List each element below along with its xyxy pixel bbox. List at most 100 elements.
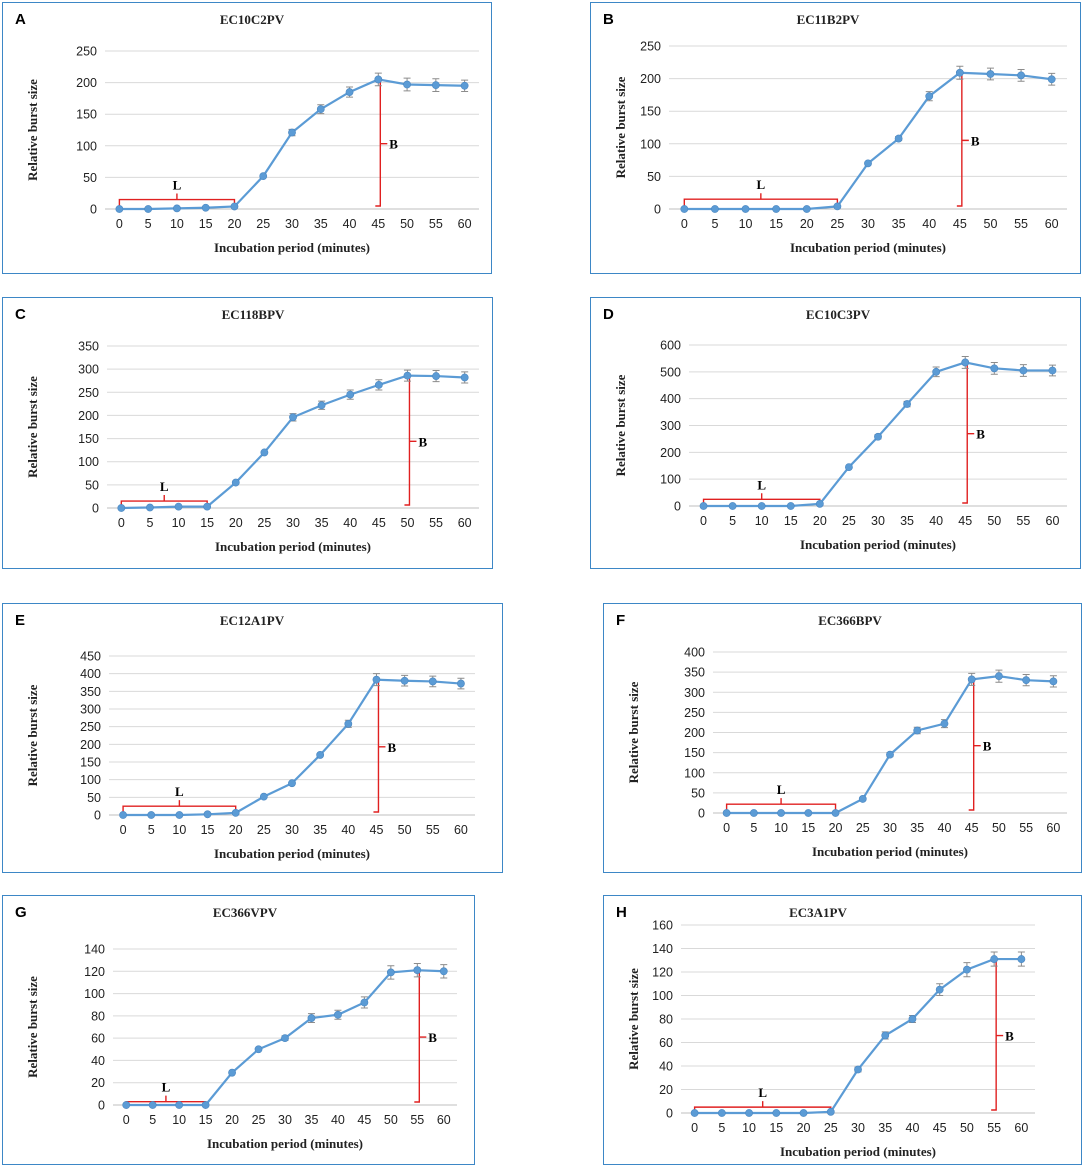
- x-tick-label: 55: [1014, 217, 1028, 231]
- y-tick-label: 250: [76, 45, 97, 59]
- x-tick-label: 15: [769, 217, 783, 231]
- latent-period-bracket: [125, 1095, 207, 1109]
- y-tick-label: 100: [652, 989, 673, 1003]
- burst-label: B: [971, 133, 980, 148]
- x-tick-label: 10: [774, 821, 788, 835]
- x-tick-label: 25: [824, 1121, 838, 1135]
- y-tick-label: 250: [78, 386, 99, 400]
- x-tick-label: 40: [331, 1113, 345, 1127]
- x-tick-label: 50: [384, 1113, 398, 1127]
- burst-size-bracket: [404, 376, 417, 506]
- data-point: [833, 202, 842, 211]
- y-tick-label: 300: [80, 703, 101, 717]
- x-tick-label: 60: [458, 217, 472, 231]
- data-point: [874, 432, 882, 441]
- x-axis-label: Incubation period (minutes): [215, 539, 371, 554]
- x-tick-label: 15: [199, 1113, 213, 1127]
- y-tick-label: 120: [84, 965, 105, 979]
- x-tick-label: 55: [426, 823, 440, 837]
- data-point: [460, 81, 469, 90]
- panel-letter: D: [603, 306, 614, 323]
- y-tick-label: 0: [654, 203, 661, 217]
- y-tick-label: 600: [660, 339, 681, 353]
- x-tick-label: 60: [1046, 821, 1060, 835]
- latent-label: L: [777, 782, 786, 797]
- x-tick-label: 35: [305, 1113, 319, 1127]
- y-tick-label: 150: [76, 108, 97, 122]
- y-tick-label: 250: [640, 40, 661, 54]
- data-point: [231, 478, 240, 487]
- x-tick-label: 25: [842, 514, 856, 528]
- x-tick-label: 35: [892, 217, 906, 231]
- x-tick-label: 50: [992, 821, 1006, 835]
- x-axis-label: Incubation period (minutes): [214, 846, 370, 861]
- data-point: [289, 413, 297, 422]
- y-tick-label: 80: [659, 1013, 673, 1027]
- y-tick-label: 50: [87, 791, 101, 805]
- x-tick-label: 25: [252, 1113, 266, 1127]
- y-tick-label: 40: [91, 1054, 105, 1068]
- x-tick-label: 60: [1046, 514, 1060, 528]
- x-tick-label: 20: [229, 516, 243, 530]
- x-tick-label: 50: [400, 217, 414, 231]
- x-tick-label: 40: [343, 217, 357, 231]
- x-tick-label: 45: [933, 1121, 947, 1135]
- data-point: [230, 202, 239, 211]
- y-tick-label: 500: [660, 365, 681, 379]
- y-tick-label: 400: [660, 392, 681, 406]
- chart-svg: E EC12A1PV 0 50 100 150 200 250 300 350 400 450 0 5 10…: [15, 612, 475, 861]
- x-tick-label: 10: [755, 514, 769, 528]
- data-point: [903, 400, 911, 408]
- y-tick-label: 200: [78, 409, 99, 423]
- chart-svg: C EC118BPV 0 50 100 150 200 250 300 350 0 5 10 15 20 25…: [15, 306, 479, 554]
- data-point: [717, 1109, 726, 1117]
- data-point: [428, 677, 437, 686]
- y-tick-label: 150: [684, 746, 705, 760]
- data-point: [119, 811, 127, 819]
- burst-size-bracket: [375, 80, 388, 207]
- data-point: [749, 809, 758, 817]
- data-point: [1048, 366, 1057, 375]
- x-tick-label: 30: [851, 1121, 865, 1135]
- data-point: [316, 751, 325, 759]
- data-point: [786, 502, 795, 510]
- y-tick-label: 120: [652, 966, 673, 980]
- y-tick-label: 100: [640, 137, 661, 151]
- data-point: [201, 203, 210, 212]
- data-point: [374, 380, 383, 389]
- x-tick-label: 20: [829, 821, 843, 835]
- x-tick-label: 5: [148, 823, 155, 837]
- y-tick-label: 100: [660, 473, 681, 487]
- y-tick-label: 150: [640, 105, 661, 119]
- data-point: [122, 1101, 131, 1109]
- data-point: [231, 808, 240, 817]
- chart-panel-e: E EC12A1PV 0 50 100 150 200 250 300 350 400 450 0 5 10…: [2, 603, 503, 873]
- x-tick-label: 5: [750, 821, 757, 835]
- x-tick-label: 40: [906, 1121, 920, 1135]
- y-tick-label: 50: [647, 170, 661, 184]
- chart-title: EC118BPV: [222, 307, 285, 322]
- x-tick-label: 0: [120, 823, 127, 837]
- x-tick-label: 40: [922, 217, 936, 231]
- panel-letter: B: [603, 11, 614, 28]
- data-point: [711, 205, 719, 213]
- x-tick-label: 25: [257, 516, 271, 530]
- x-tick-label: 0: [123, 1113, 130, 1127]
- panel-letter: A: [15, 11, 26, 28]
- y-tick-label: 100: [84, 987, 105, 1001]
- x-axis-label: Incubation period (minutes): [780, 1144, 936, 1159]
- latent-label: L: [757, 477, 766, 492]
- data-point: [932, 367, 941, 376]
- chart-title: EC366BPV: [818, 613, 882, 628]
- y-tick-label: 40: [659, 1060, 673, 1074]
- burst-size-bracket: [373, 680, 386, 813]
- x-tick-label: 55: [429, 217, 443, 231]
- data-point: [174, 502, 183, 511]
- y-tick-label: 250: [684, 706, 705, 720]
- burst-label: B: [418, 434, 427, 449]
- burst-label: B: [976, 427, 985, 442]
- data-point: [722, 809, 731, 817]
- y-tick-label: 350: [80, 685, 101, 699]
- chart-title: EC3A1PV: [789, 905, 847, 920]
- y-tick-label: 20: [91, 1076, 105, 1090]
